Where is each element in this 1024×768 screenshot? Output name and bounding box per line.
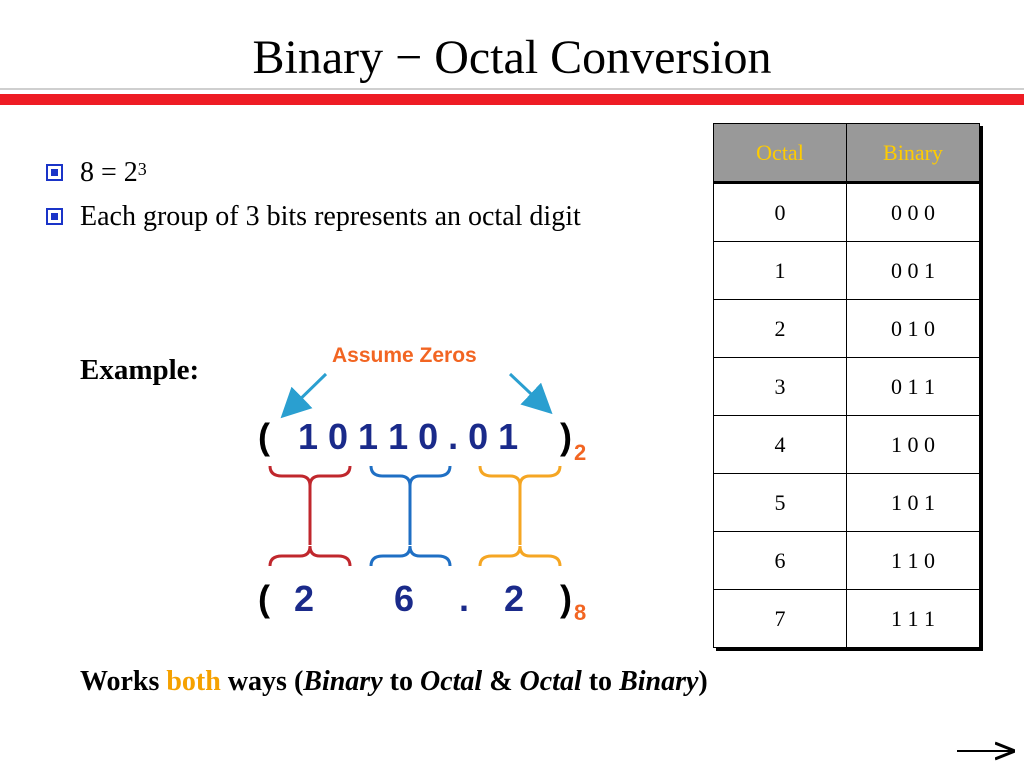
binary-cell: 0 1 1 — [846, 357, 980, 416]
note-word: Works — [80, 666, 160, 697]
binary-open-paren: ( — [258, 416, 270, 457]
example-label: Example: — [80, 354, 200, 386]
assume-arrow-left — [280, 372, 328, 419]
note-italic: Octal — [519, 666, 582, 697]
header-octal: Octal — [713, 123, 847, 184]
binary-cell: 1 0 0 — [846, 415, 980, 474]
brace-group-red — [268, 465, 352, 567]
binary-cell: 1 1 0 — [846, 531, 980, 590]
binary-digits: 1 0 1 1 0 . 0 1 — [298, 416, 519, 457]
binary-cell: 0 0 1 — [846, 241, 980, 300]
power-base: 8 = 2 — [80, 157, 138, 188]
square-bullet-icon — [46, 164, 63, 181]
binary-base: 2 — [574, 440, 587, 465]
binary-cell: 0 1 0 — [846, 299, 980, 358]
octal-digit-1: 2 — [294, 578, 315, 619]
octal-cell: 1 — [713, 241, 847, 300]
brace-group-orange — [478, 465, 562, 567]
octal-cell: 4 — [713, 415, 847, 474]
note-italic: Octal — [419, 666, 483, 697]
note-word: to — [389, 666, 413, 697]
octal-digit-2: 6 — [394, 578, 415, 619]
assume-zeros-label: Assume Zeros — [332, 344, 477, 367]
binary-close-paren: ) — [560, 416, 572, 457]
note-highlight: both — [166, 666, 221, 697]
bullet-power-text: 8 = 23 — [80, 156, 147, 190]
octal-cell: 5 — [713, 473, 847, 532]
note-word: ways ( — [227, 666, 304, 697]
square-bullet-icon — [46, 208, 63, 225]
note-word: & — [489, 666, 513, 697]
header-binary: Binary — [846, 123, 980, 184]
assume-arrow-right — [508, 372, 553, 415]
table-header-row: Octal Binary — [713, 123, 980, 184]
octal-base: 8 — [574, 600, 587, 625]
note-word: to — [588, 666, 613, 697]
brace-group-blue — [369, 465, 452, 567]
title-divider-red — [0, 94, 1024, 105]
octal-cell: 7 — [713, 589, 847, 648]
note-italic: Binary — [619, 666, 699, 697]
note-italic: Binary — [303, 666, 383, 697]
slide-title: Binary − Octal Conversion — [252, 31, 772, 84]
power-exponent: 3 — [137, 159, 147, 179]
binary-cell: 1 0 1 — [846, 473, 980, 532]
octal-open-paren: ( — [258, 578, 270, 619]
octal-cell: 3 — [713, 357, 847, 416]
bullet-groups-text: Each group of 3 bits represents an octal… — [80, 201, 581, 232]
octal-close-paren: ) — [560, 578, 572, 619]
octal-digit-3: 2 — [504, 578, 525, 619]
note-word: ) — [698, 666, 708, 697]
title-divider-thin — [0, 88, 1024, 90]
octal-dot: . — [459, 578, 470, 619]
binary-cell: 1 1 1 — [846, 589, 980, 648]
octal-cell: 0 — [713, 182, 847, 242]
binary-cell: 0 0 0 — [846, 182, 980, 242]
octal-cell: 2 — [713, 299, 847, 358]
octal-cell: 6 — [713, 531, 847, 590]
conversion-note: Works both ways (Binary to Octal & Octal… — [80, 666, 708, 698]
